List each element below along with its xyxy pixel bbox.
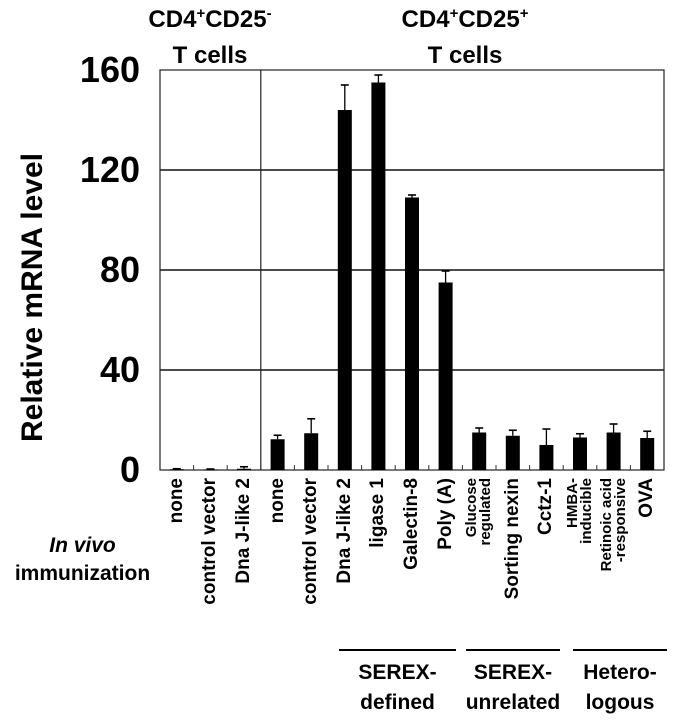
header-cd25-positive: CD4+CD25+ T cells xyxy=(375,2,555,74)
bar xyxy=(337,110,352,470)
x-tick-label: Glucose regulated xyxy=(463,478,495,648)
bar xyxy=(606,432,621,470)
bar xyxy=(505,435,520,470)
x-tick-label-line: OVA xyxy=(636,478,658,518)
group-label-heterologous: Hetero- logous xyxy=(570,658,670,718)
group-label-line: SEREX- xyxy=(358,661,437,684)
bar xyxy=(640,438,655,470)
x-tick-label-line: inducible xyxy=(578,478,595,544)
y-tick-label: 120 xyxy=(79,149,140,190)
group-line-serex-defined xyxy=(339,649,456,651)
in-vivo-label: In vivo xyxy=(49,534,116,557)
x-tick-label-line: -responsive xyxy=(611,478,629,563)
header-cd25-positive-line1: CD4+CD25+ xyxy=(401,5,529,33)
bar xyxy=(438,282,453,470)
header-cd25-negative-line1: CD4+CD25- xyxy=(148,5,272,33)
x-tick-label-line: Sorting nexin xyxy=(501,478,523,600)
y-tick-label: 80 xyxy=(99,249,140,290)
bar xyxy=(371,82,386,470)
x-axis-side-label: In vivo immunization xyxy=(0,532,165,588)
x-tick-label: Dna J-like 2 xyxy=(333,478,355,648)
x-tick-label: control vector xyxy=(300,478,322,648)
group-label-line: logous xyxy=(585,691,655,714)
x-tick-label-line: Galectin-8 xyxy=(401,478,422,570)
x-tick-label: control vector xyxy=(199,478,221,648)
x-tick-label: Sorting nexin xyxy=(501,478,523,648)
bar xyxy=(304,433,319,470)
x-tick-label-line: regulated xyxy=(477,478,495,546)
x-tick-label: OVA xyxy=(636,478,658,648)
bar xyxy=(169,469,184,471)
bar xyxy=(573,437,587,470)
group-line-heterologous xyxy=(573,649,667,651)
y-tick-label: 40 xyxy=(99,349,140,390)
x-tick-label: Galectin-8 xyxy=(401,478,422,648)
y-tick-label: 160 xyxy=(79,49,140,90)
x-tick-label: none xyxy=(266,478,288,648)
bar xyxy=(405,197,419,470)
x-tick-label: none xyxy=(165,478,187,648)
x-tick-label-line: control vector xyxy=(199,478,221,605)
y-tick-label: 0 xyxy=(119,449,140,490)
bar xyxy=(539,445,554,470)
header-cd25-negative: CD4+CD25- T cells xyxy=(120,2,300,74)
group-label-serex-unrelated: SEREX- unrelated xyxy=(459,658,567,718)
group-label-line: SEREX- xyxy=(473,661,553,684)
group-line-serex-unrelated xyxy=(466,649,560,651)
x-tick-label: Poly (A) xyxy=(434,478,456,648)
x-tick-label: Dna J-like 2 xyxy=(233,478,254,648)
header-cd25-positive-line2: T cells xyxy=(427,42,503,69)
x-tick-label-line: none xyxy=(266,478,288,524)
x-tick-label-line: ligase 1 xyxy=(367,478,389,548)
x-tick-label-line: none xyxy=(165,478,187,524)
bar xyxy=(237,468,251,470)
bar xyxy=(203,469,218,471)
x-tick-label: Cctz-1 xyxy=(535,478,557,648)
x-tick-label-line: Dna J-like 2 xyxy=(333,478,355,584)
group-label-line: unrelated xyxy=(465,691,561,714)
group-label-line: Hetero- xyxy=(583,661,657,684)
group-label-line: defined xyxy=(360,691,435,714)
bar xyxy=(472,432,487,470)
x-tick-label: ligase 1 xyxy=(367,478,389,648)
x-tick-label-line: control vector xyxy=(300,478,322,605)
group-label-serex-defined: SEREX- defined xyxy=(335,658,460,718)
header-cd25-negative-line2: T cells xyxy=(172,42,248,69)
bar xyxy=(270,439,285,470)
x-tick-label-line: Poly (A) xyxy=(434,478,456,550)
immunization-label: immunization xyxy=(14,562,151,585)
x-tick-label-line: Cctz-1 xyxy=(535,478,557,536)
x-tick-label-line: Dna J-like 2 xyxy=(233,478,254,584)
x-tick-label: Retinoic acid -responsive xyxy=(598,478,629,648)
x-tick-label: HMBA-inducible xyxy=(564,478,595,648)
